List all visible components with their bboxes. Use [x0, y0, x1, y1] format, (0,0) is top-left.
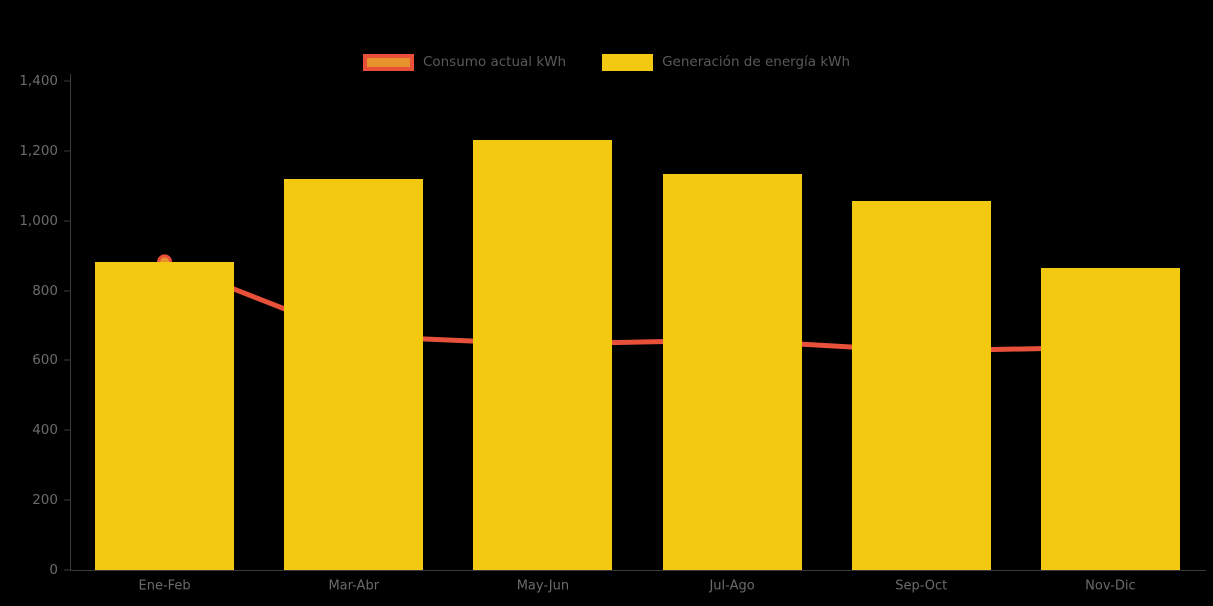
x-axis-line — [70, 570, 1206, 571]
y-axis-tick-mark — [64, 80, 70, 82]
bar-generacion[interactable] — [1040, 267, 1180, 570]
bar-generacion[interactable] — [851, 201, 991, 570]
x-axis-tick-label: Mar-Abr — [328, 578, 380, 594]
chart-legend: Consumo actual kWh Generación de energía… — [0, 50, 1213, 74]
x-axis-tick-label: May-Jun — [516, 578, 570, 594]
y-axis-tick-label: 1,200 — [19, 142, 58, 159]
y-axis-tick-mark — [64, 220, 70, 222]
legend-item-generacion[interactable]: Generación de energía kWh — [602, 53, 851, 71]
y-axis-tick-mark — [64, 499, 70, 501]
x-axis-tick-label: Sep-Oct — [895, 578, 948, 594]
y-axis-tick-label: 600 — [32, 352, 58, 369]
y-axis-tick-label: 200 — [32, 492, 58, 509]
bar-generacion[interactable] — [473, 140, 613, 570]
x-axis-tick-label: Ene-Feb — [138, 578, 191, 594]
plot-area: 0 200 400 600 800 1,000 1,200 1,400 — [19, 73, 1205, 578]
bar-generacion[interactable] — [95, 261, 235, 570]
legend-item-consumo[interactable]: Consumo actual kWh — [362, 53, 567, 71]
y-axis-tick-label: 0 — [49, 562, 58, 578]
y-axis-tick-mark — [64, 569, 70, 571]
y-axis-tick-mark — [64, 150, 70, 152]
legend-swatch-generacion-icon — [602, 53, 654, 71]
bar-generacion[interactable] — [284, 179, 424, 570]
y-axis-tick-label: 800 — [32, 282, 58, 299]
legend-label-generacion: Generación de energía kWh — [662, 53, 851, 70]
y-axis-tick-mark — [64, 359, 70, 361]
y-axis-tick-label: 1,000 — [19, 212, 58, 229]
legend-label-consumo: Consumo actual kWh — [422, 53, 567, 70]
y-axis-tick-mark — [64, 429, 70, 431]
y-axis-tick-mark — [64, 290, 70, 292]
y-axis-line — [70, 74, 71, 571]
consumo-line-series — [157, 254, 1118, 359]
legend-swatch-consumo-icon — [362, 53, 414, 71]
y-axis-tick-label: 400 — [32, 422, 58, 439]
y-axis-tick-label: 1,400 — [19, 73, 58, 89]
x-axis-tick-label: Jul-Ago — [709, 578, 755, 594]
x-axis-tick-label: Nov-Dic — [1085, 578, 1136, 594]
bar-generacion[interactable] — [662, 173, 802, 570]
